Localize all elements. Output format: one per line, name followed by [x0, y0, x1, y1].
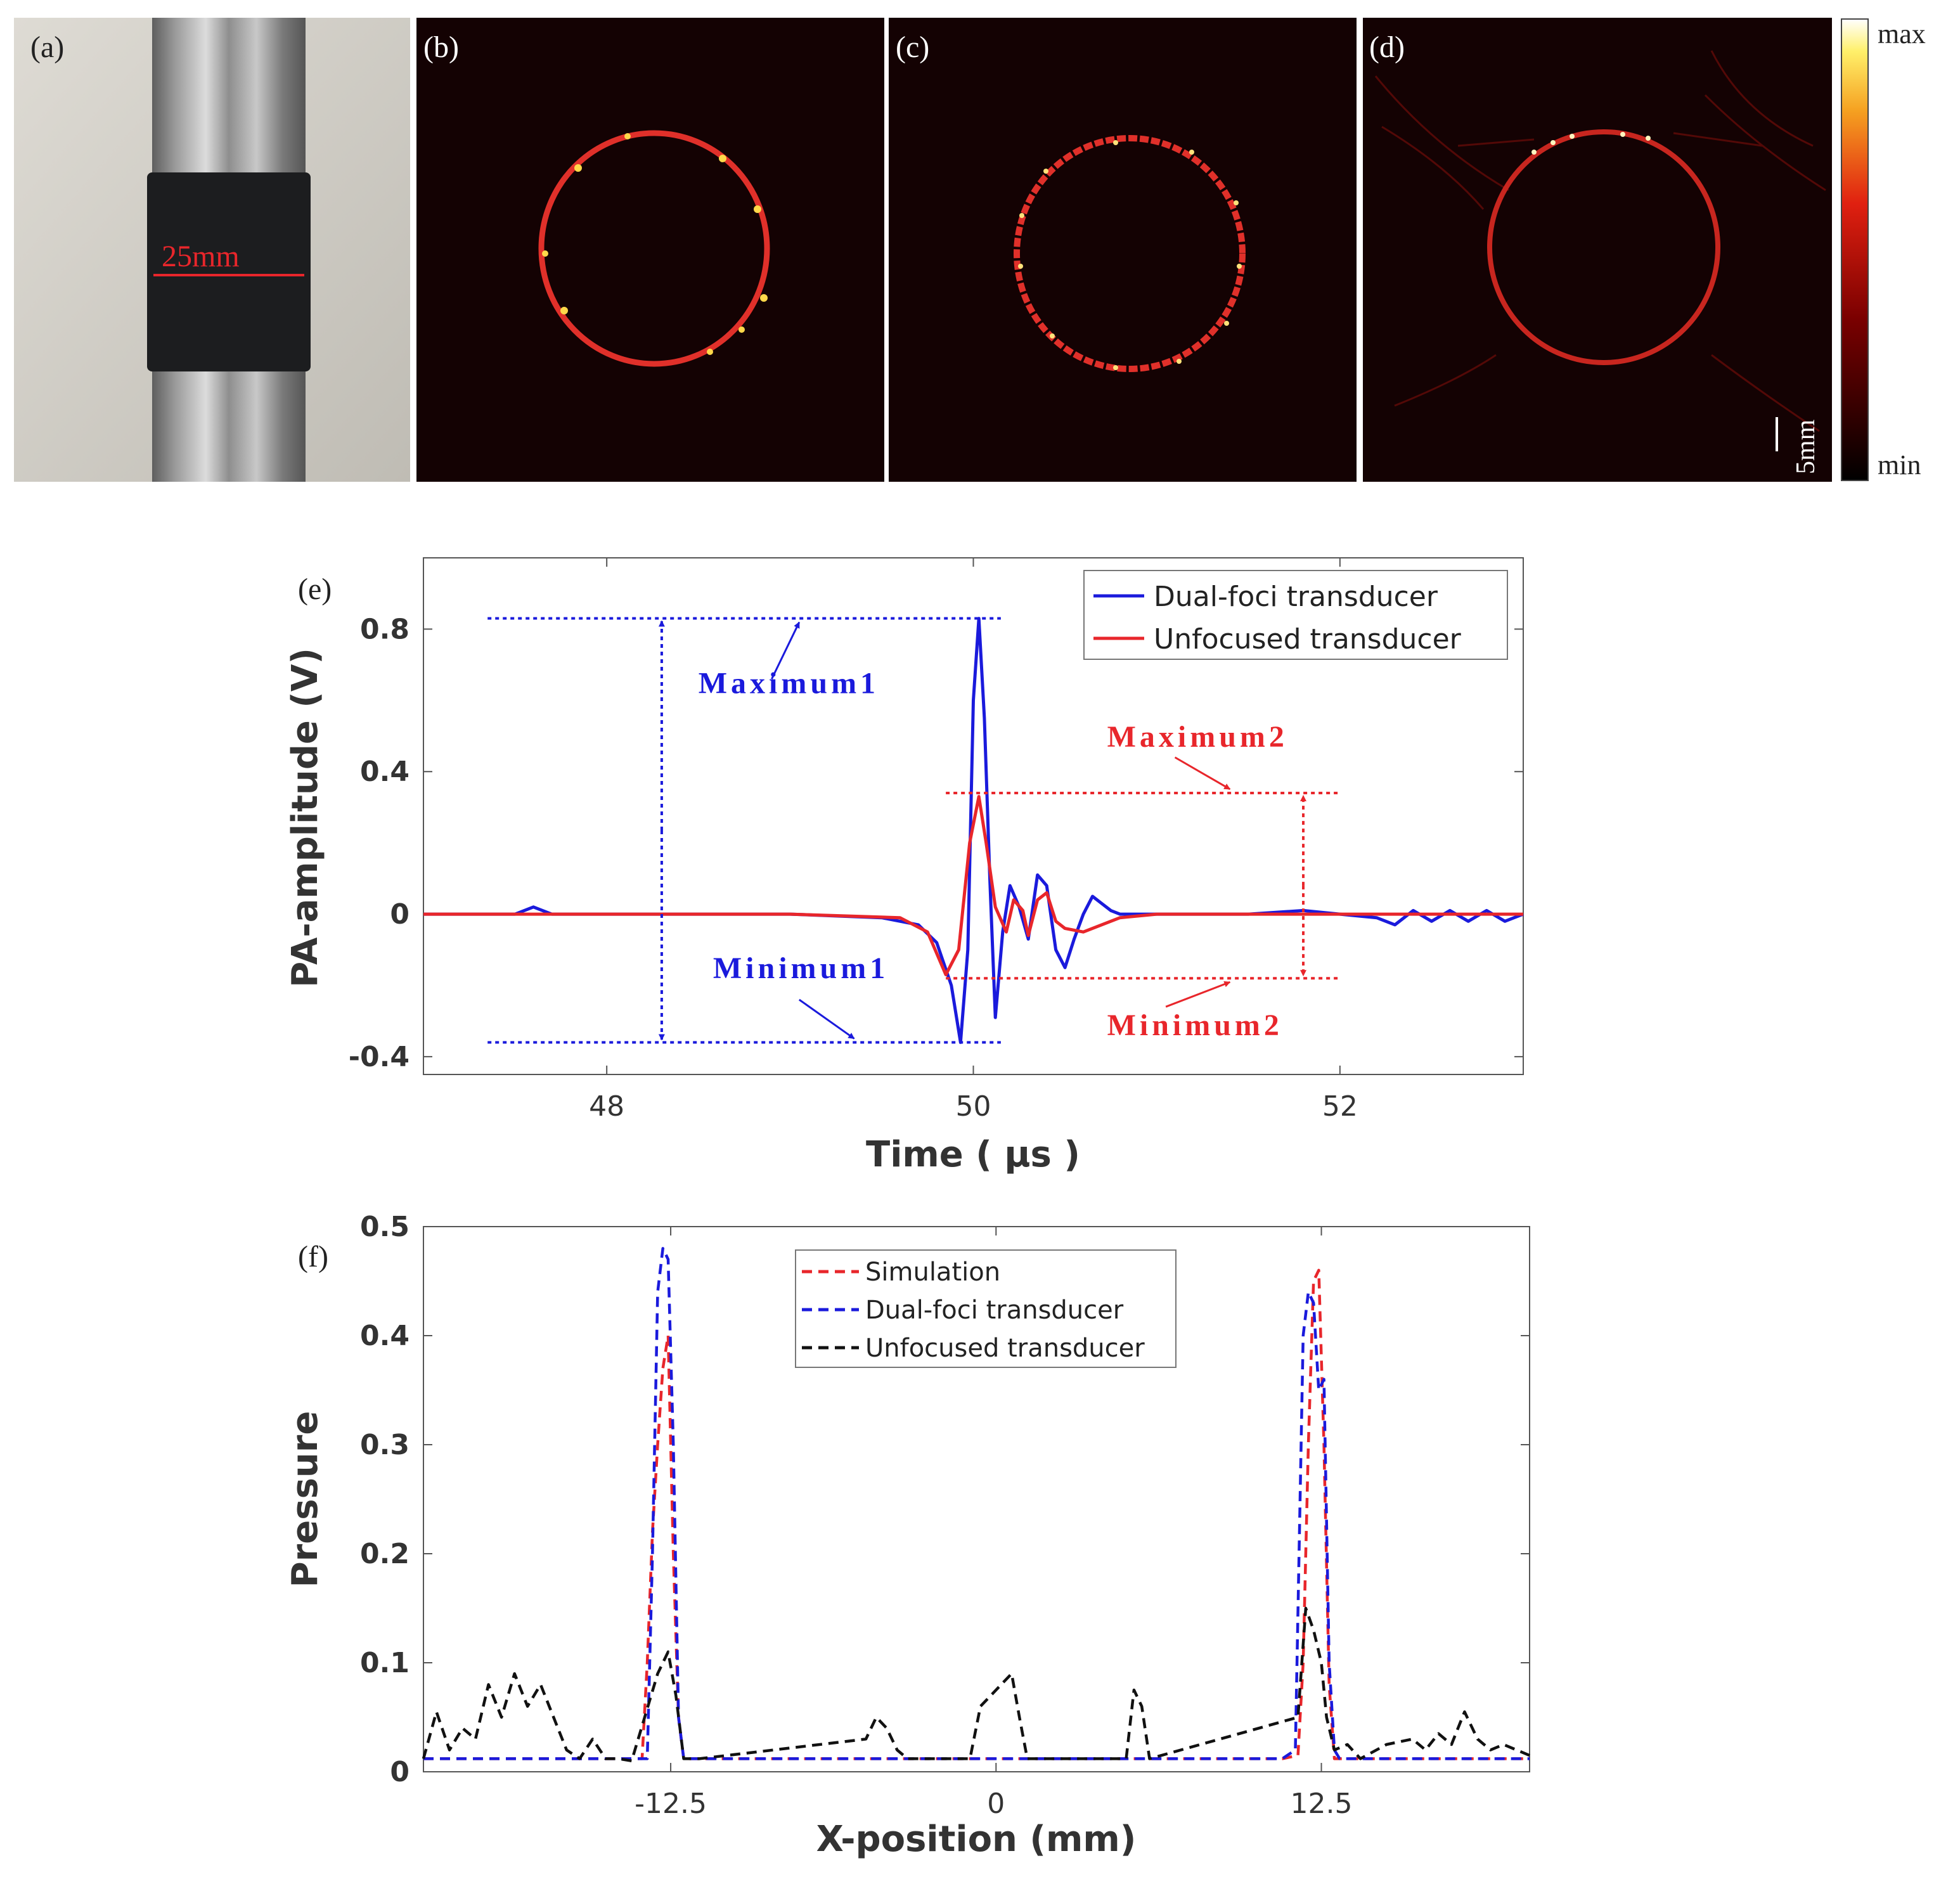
- x-tick-label: 48: [589, 1090, 624, 1123]
- panel-b-hotspots: [542, 133, 768, 355]
- chart-f: -12.5 0 12.5 0 0.1 0.2 0.3 0.4 0.5 (f) X-positio…: [285, 1211, 1530, 1860]
- x-tick-label: 52: [1322, 1090, 1358, 1123]
- chart-f-xlabel: X-position (mm): [816, 1819, 1137, 1860]
- y-tick-label: 0.5: [360, 1211, 409, 1243]
- min2-label: Minimum2: [1107, 1009, 1283, 1042]
- series-line-unfocused-transducer: [423, 795, 1523, 977]
- panel-b-ring: [538, 130, 770, 367]
- min1-pointer: [798, 998, 855, 1040]
- panel-a-photo: 25mm (a): [14, 18, 410, 482]
- panel-label-c: (c): [896, 30, 929, 64]
- x-tick-label: 0: [987, 1788, 1005, 1820]
- panel-b-background: [416, 18, 884, 482]
- colorbar-max-label: max: [1878, 18, 1926, 49]
- colorbar-gradient: [1841, 18, 1869, 481]
- max1-pointer: [771, 621, 801, 680]
- panel-label-d: (d): [1369, 30, 1405, 64]
- y-tick-label: 0.4: [360, 756, 409, 788]
- black-ring-sample: [147, 172, 311, 371]
- y-tick-label: 0.3: [360, 1429, 409, 1461]
- panel-b-image: (b): [416, 18, 884, 482]
- panel-label-f: (f): [298, 1240, 328, 1274]
- x-tick-label: 12.5: [1291, 1788, 1353, 1820]
- y-tick-label: 0: [390, 898, 409, 931]
- chart-f-ticks: -12.5 0 12.5 0 0.1 0.2 0.3 0.4 0.5: [360, 1211, 1530, 1820]
- legend-label-dual-foci-f: Dual-foci transducer: [865, 1296, 1124, 1325]
- chart-e-ylabel: PA-amplitude (V): [285, 648, 326, 988]
- y-tick-label: -0.4: [349, 1041, 409, 1073]
- scale-bar-label: 5mm: [1791, 419, 1821, 474]
- y-tick-label: 0.8: [360, 613, 409, 645]
- min1-label: Minimum1: [713, 951, 889, 985]
- legend-label-unfocused-f: Unfocused transducer: [865, 1334, 1145, 1363]
- y-tick-label: 0.4: [360, 1320, 409, 1352]
- chart-e-legend: Dual-foci transducer Unfocused transduce…: [1083, 570, 1508, 660]
- series-line-simulation: [423, 1268, 1530, 1760]
- chart-e-annotations: Maximum1 Minimum1 Maximum2 Minimum2: [487, 617, 1340, 1044]
- y-tick-label: 0.1: [360, 1647, 409, 1679]
- panel-label-b: (b): [423, 30, 459, 64]
- chart-e-ticks: 48 50 52 -0.4 0 0.4 0.8: [349, 558, 1523, 1123]
- legend-label-dual-foci: Dual-foci transducer: [1154, 581, 1438, 613]
- colorbar-min-label: min: [1878, 449, 1921, 481]
- series-line-unfocused-transducer: [422, 1606, 1530, 1763]
- panel-d-background: [1363, 18, 1832, 482]
- colorbar: max min: [1841, 18, 1926, 481]
- chart-f-ylabel: Pressure: [285, 1411, 326, 1588]
- panel-d-hotspots: [1531, 132, 1651, 155]
- chart-f-series: [422, 1247, 1530, 1763]
- chart-e-legend-box: [1083, 570, 1508, 660]
- panel-d-artifacts: [1374, 50, 1826, 432]
- max2-pointer: [1174, 756, 1231, 790]
- scale-text: 25mm: [162, 240, 240, 273]
- panel-c-hotspots: [1018, 140, 1242, 370]
- chart-e-xlabel: Time ( μs ): [866, 1134, 1080, 1175]
- y-tick-label: 0: [390, 1756, 409, 1788]
- max2-label: Maximum2: [1107, 720, 1288, 754]
- x-tick-label: -12.5: [635, 1788, 707, 1820]
- min2-pointer: [1165, 981, 1231, 1008]
- chart-e-series: [423, 617, 1524, 1044]
- max1-label: Maximum1: [699, 667, 879, 700]
- legend-label-unfocused: Unfocused transducer: [1154, 623, 1462, 655]
- panel-c-ring: [1014, 135, 1246, 372]
- y-tick-label: 0.2: [360, 1538, 409, 1570]
- panel-d-image: 5mm (d): [1363, 18, 1832, 482]
- panel-label-a: (a): [30, 30, 64, 64]
- chart-f-legend: Simulation Dual-foci transducer Unfocuse…: [795, 1249, 1177, 1368]
- legend-label-simulation: Simulation: [865, 1258, 1000, 1287]
- chart-e: 48 50 52-0.400.40.8 Maximum1Minimum1Maximu…: [285, 557, 1524, 1175]
- x-tick-label: 50: [956, 1090, 991, 1123]
- panel-c-background: [889, 18, 1357, 482]
- series-line-dual-foci-transducer: [423, 1247, 1530, 1760]
- panel-c-image: (c): [889, 18, 1357, 482]
- panel-label-e: (e): [298, 572, 332, 606]
- panel-d-ring: [1487, 129, 1720, 365]
